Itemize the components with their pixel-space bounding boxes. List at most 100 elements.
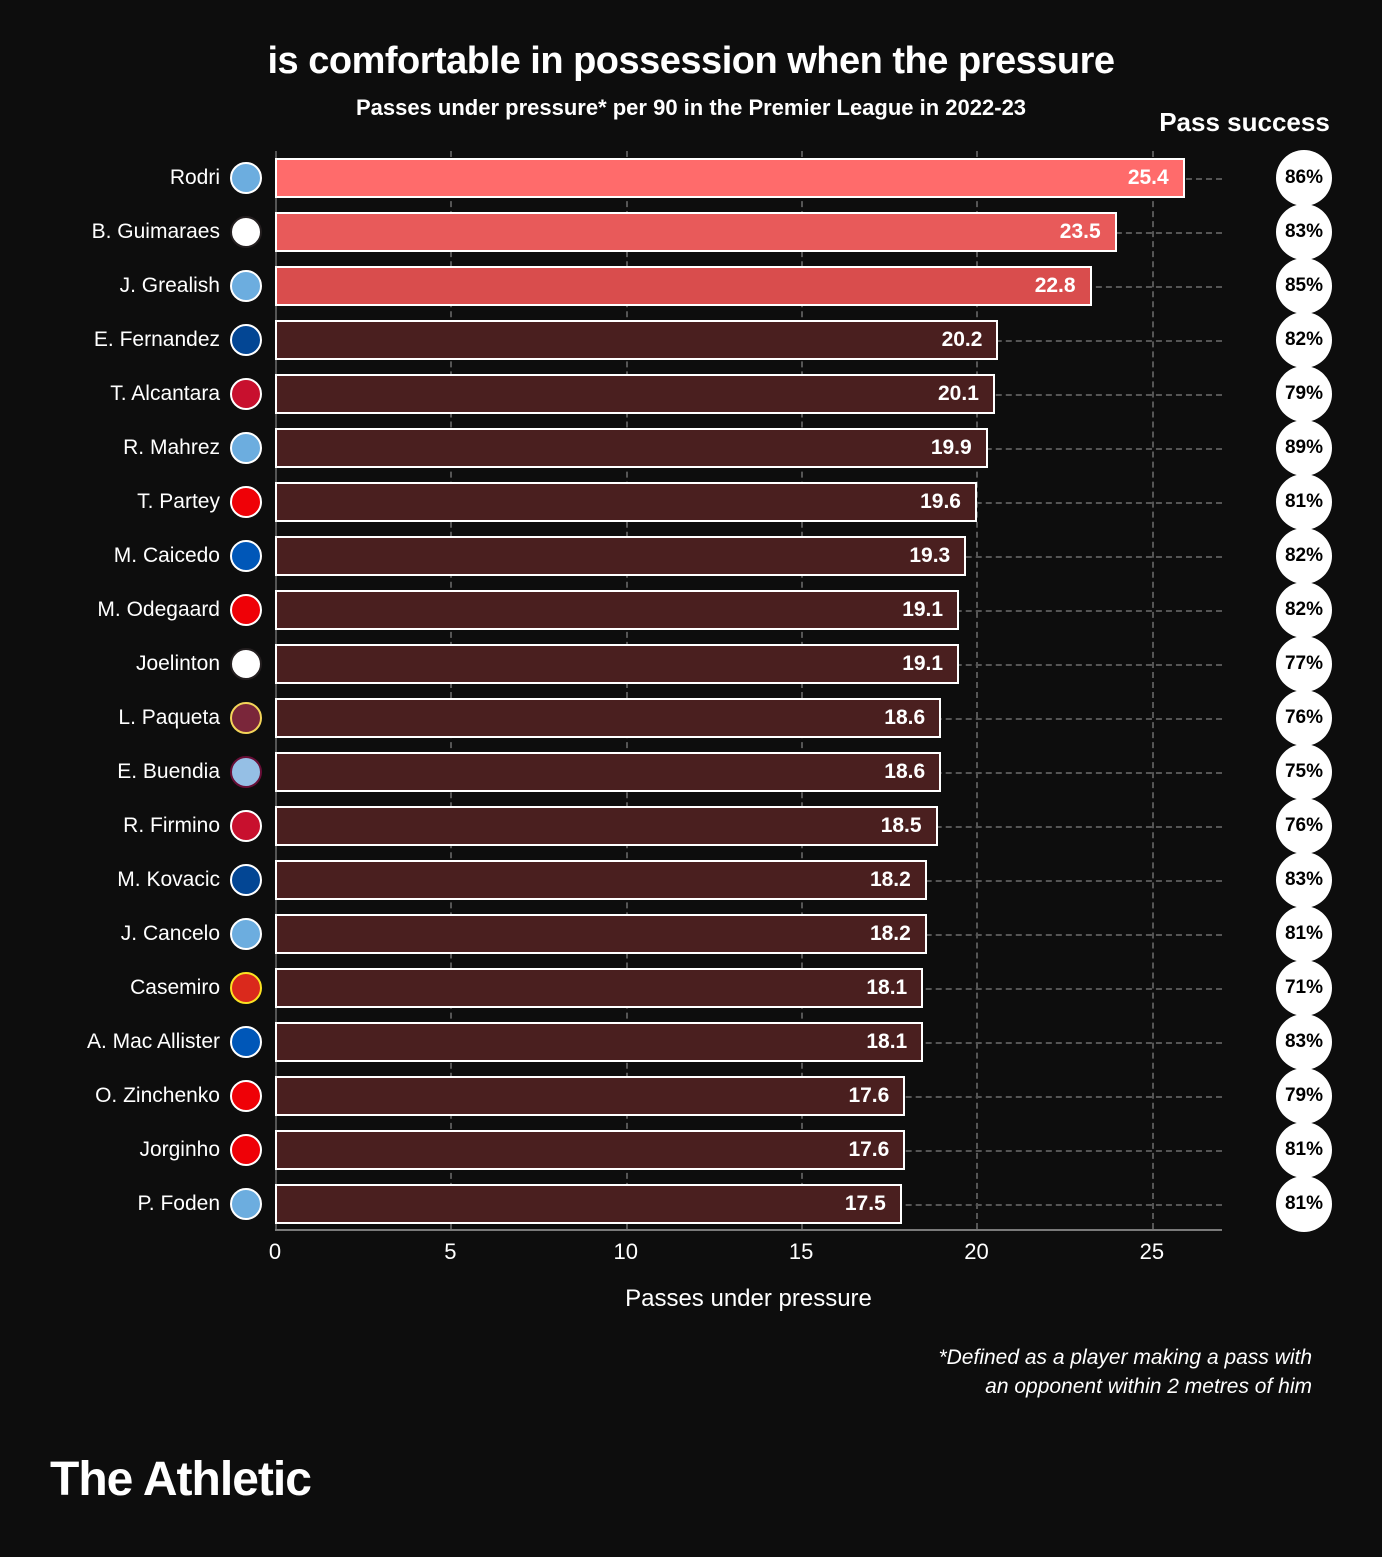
player-name: E. Fernandez — [50, 328, 230, 352]
player-row: J. Cancelo18.281% — [50, 907, 1332, 961]
bar-track: 18.1 — [275, 968, 1242, 1008]
player-name: A. Mac Allister — [50, 1030, 230, 1054]
x-tick-label: 5 — [444, 1239, 456, 1265]
footnote-line-1: *Defined as a player making a pass with — [938, 1346, 1312, 1369]
team-badge-icon — [230, 864, 262, 896]
x-tick-label: 20 — [964, 1239, 988, 1265]
value-bar: 18.5 — [275, 806, 938, 846]
team-badge-icon — [230, 756, 262, 788]
value-bar: 18.6 — [275, 752, 941, 792]
pass-success-value: 89% — [1276, 420, 1332, 476]
pass-success-value: 76% — [1276, 798, 1332, 854]
value-bar: 18.6 — [275, 698, 941, 738]
bar-track: 17.6 — [275, 1130, 1242, 1170]
value-bar: 19.1 — [275, 590, 959, 630]
player-name: J. Grealish — [50, 274, 230, 298]
x-axis-label: Passes under pressure — [275, 1285, 1222, 1313]
team-badge-icon — [230, 1134, 262, 1166]
value-bar: 19.3 — [275, 536, 966, 576]
team-badge-icon — [230, 918, 262, 950]
value-bar: 18.2 — [275, 860, 927, 900]
team-badge-icon — [230, 270, 262, 302]
player-name: O. Zinchenko — [50, 1084, 230, 1108]
player-row: Jorginho17.681% — [50, 1123, 1332, 1177]
player-row: A. Mac Allister18.183% — [50, 1015, 1332, 1069]
pass-success-value: 82% — [1276, 528, 1332, 584]
value-bar: 19.6 — [275, 482, 977, 522]
chart-footnote: *Defined as a player making a pass with … — [50, 1343, 1332, 1402]
bar-track: 19.6 — [275, 482, 1242, 522]
bar-track: 22.8 — [275, 266, 1242, 306]
player-name: B. Guimaraes — [50, 220, 230, 244]
bar-track: 19.1 — [275, 590, 1242, 630]
pass-success-header: Pass success — [1157, 107, 1332, 138]
player-row: M. Caicedo 19.3 82% — [50, 529, 1332, 583]
player-row: O. Zinchenko17.679% — [50, 1069, 1332, 1123]
value-bar: 18.2 — [275, 914, 927, 954]
player-row: P. Foden17.581% — [50, 1177, 1332, 1231]
bar-track: 18.5 — [275, 806, 1242, 846]
value-bar: 20.1 — [275, 374, 995, 414]
player-name: Jorginho — [50, 1138, 230, 1162]
player-row: E. Buendia18.675% — [50, 745, 1332, 799]
chart-subtitle: Passes under pressure* per 90 in the Pre… — [50, 95, 1332, 121]
value-bar: 22.8 — [275, 266, 1092, 306]
player-row: R. Mahrez 19.9 89% — [50, 421, 1332, 475]
pass-success-value: 86% — [1276, 150, 1332, 206]
bar-track: 19.3 — [275, 536, 1242, 576]
pass-success-value: 85% — [1276, 258, 1332, 314]
value-bar: 23.5 — [275, 212, 1117, 252]
value-bar: 17.6 — [275, 1076, 905, 1116]
team-badge-icon — [230, 702, 262, 734]
player-name: L. Paqueta — [50, 706, 230, 730]
team-badge-icon — [230, 1080, 262, 1112]
player-name: T. Alcantara — [50, 382, 230, 406]
pass-success-value: 81% — [1276, 474, 1332, 530]
team-badge-icon — [230, 972, 262, 1004]
player-row: L. Paqueta 18.6 76% — [50, 691, 1332, 745]
value-bar: 17.5 — [275, 1184, 902, 1224]
pass-success-value: 82% — [1276, 312, 1332, 368]
x-tick-label: 25 — [1140, 1239, 1164, 1265]
team-badge-icon — [230, 486, 262, 518]
bar-track: 18.2 — [275, 914, 1242, 954]
value-bar: 18.1 — [275, 1022, 923, 1062]
footnote-line-2: an opponent within 2 metres of him — [985, 1375, 1312, 1398]
player-name: R. Mahrez — [50, 436, 230, 460]
player-name: Rodri — [50, 166, 230, 190]
player-row: B. Guimaraes23.583% — [50, 205, 1332, 259]
value-bar: 19.9 — [275, 428, 988, 468]
player-row: M. Odegaard19.182% — [50, 583, 1332, 637]
team-badge-icon — [230, 324, 262, 356]
x-tick-label: 15 — [789, 1239, 813, 1265]
plot-area: 0510152025Rodri25.486%B. Guimaraes23.583… — [275, 151, 1222, 1231]
player-row: R. Firmino18.576% — [50, 799, 1332, 853]
player-name: J. Cancelo — [50, 922, 230, 946]
player-name: M. Odegaard — [50, 598, 230, 622]
value-bar: 20.2 — [275, 320, 998, 360]
team-badge-icon — [230, 162, 262, 194]
player-row: T. Partey19.681% — [50, 475, 1332, 529]
pass-success-value: 75% — [1276, 744, 1332, 800]
chart-title: is comfortable in possession when the pr… — [50, 40, 1332, 83]
bar-track: 17.6 — [275, 1076, 1242, 1116]
player-name: Joelinton — [50, 652, 230, 676]
bar-track: 19.1 — [275, 644, 1242, 684]
player-row: T. Alcantara20.179% — [50, 367, 1332, 421]
team-badge-icon — [230, 540, 262, 572]
pass-success-value: 81% — [1276, 1176, 1332, 1232]
player-row: Casemiro18.171% — [50, 961, 1332, 1015]
pass-success-value: 83% — [1276, 852, 1332, 908]
team-badge-icon — [230, 1188, 262, 1220]
bar-track: 20.2 — [275, 320, 1242, 360]
player-row: E. Fernandez 20.2 82% — [50, 313, 1332, 367]
bar-track: 25.4 — [275, 158, 1242, 198]
pass-success-value: 76% — [1276, 690, 1332, 746]
player-row: J. Grealish 22.8 85% — [50, 259, 1332, 313]
x-tick-label: 0 — [269, 1239, 281, 1265]
player-name: Casemiro — [50, 976, 230, 1000]
brand-logo: The Athletic — [50, 1452, 1332, 1507]
player-name: M. Caicedo — [50, 544, 230, 568]
bar-track: 18.6 — [275, 698, 1242, 738]
team-badge-icon — [230, 594, 262, 626]
